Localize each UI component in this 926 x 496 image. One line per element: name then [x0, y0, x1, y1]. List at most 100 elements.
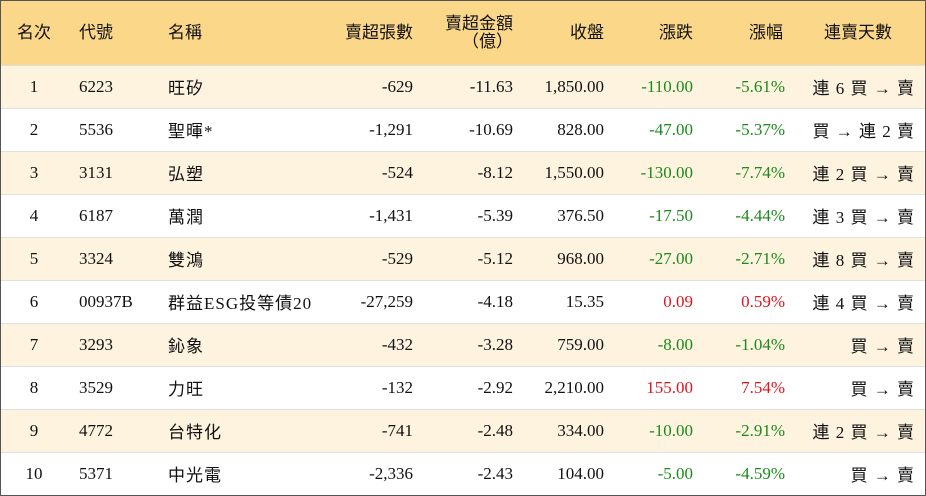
cell-sell-lots: -2,336	[325, 451, 421, 495]
header-sell-amount: 賣超金額 （億）	[421, 1, 521, 65]
cell-streak: 連 6 買 → 賣	[791, 64, 925, 108]
cell-code: 3131	[67, 150, 150, 194]
cell-name: 雙鴻	[150, 236, 325, 280]
cell-name: 群益ESG投等債20	[150, 279, 325, 323]
cell-close: 15.35	[521, 279, 612, 323]
cell-sell-lots: -629	[325, 64, 421, 108]
cell-sell-lots: -524	[325, 150, 421, 194]
table-row: 9 4772 台特化 -741 -2.48 334.00 -10.00 -2.91% 連 2 買…	[1, 408, 925, 452]
cell-sell-amount: -5.12	[421, 236, 521, 280]
table-row: 2 5536 聖暉* -1,291 -10.69 828.00 -47.00 -5.37% 買 …	[1, 107, 925, 151]
cell-change: 155.00	[612, 365, 701, 409]
table-row: 6 00937B 群益ESG投等債20 -27,259 -4.18 15.35 0.09 0.…	[1, 279, 925, 323]
cell-rank: 7	[1, 322, 67, 366]
table-row: 1 6223 旺矽 -629 -11.63 1,850.00 -110.00 -5.61% 連 …	[1, 64, 925, 108]
cell-sell-lots: -741	[325, 408, 421, 452]
cell-rank: 9	[1, 408, 67, 452]
cell-streak: 買 → 連 2 賣	[791, 107, 925, 151]
header-name: 名稱	[168, 22, 202, 42]
cell-change-pct: -5.37%	[701, 107, 791, 151]
cell-code: 6223	[67, 64, 150, 108]
cell-close: 104.00	[521, 451, 612, 495]
cell-change: 0.09	[612, 279, 701, 323]
cell-change-pct: -7.74%	[701, 150, 791, 194]
cell-close: 2,210.00	[521, 365, 612, 409]
header-sell-lots: 賣超張數	[345, 22, 413, 42]
cell-code: 00937B	[67, 279, 150, 323]
cell-name: 鈊象	[150, 322, 325, 366]
cell-sell-amount: -3.28	[421, 322, 521, 366]
cell-code: 3529	[67, 365, 150, 409]
table-row: 4 6187 萬潤 -1,431 -5.39 376.50 -17.50 -4.44% 連 3 …	[1, 193, 925, 237]
cell-rank: 1	[1, 64, 67, 108]
cell-sell-amount: -5.39	[421, 193, 521, 237]
cell-change-pct: -4.59%	[701, 451, 791, 495]
cell-change-pct: -5.61%	[701, 64, 791, 108]
header-code: 代號	[79, 22, 113, 42]
header-change: 漲跌	[659, 22, 693, 42]
cell-change: -110.00	[612, 64, 701, 108]
cell-sell-amount: -2.92	[421, 365, 521, 409]
table-row: 8 3529 力旺 -132 -2.92 2,210.00 155.00 7.54% 買 → 賣	[1, 365, 925, 409]
cell-rank: 4	[1, 193, 67, 237]
table-row: 10 5371 中光電 -2,336 -2.43 104.00 -5.00 -4.59% 買 →…	[1, 451, 925, 495]
cell-change: -5.00	[612, 451, 701, 495]
cell-change: -27.00	[612, 236, 701, 280]
cell-sell-lots: -529	[325, 236, 421, 280]
cell-close: 1,550.00	[521, 150, 612, 194]
cell-streak: 連 8 買 → 賣	[791, 236, 925, 280]
cell-code: 5536	[67, 107, 150, 151]
cell-code: 4772	[67, 408, 150, 452]
header-change-pct: 漲幅	[749, 22, 783, 42]
cell-close: 968.00	[521, 236, 612, 280]
cell-change: -17.50	[612, 193, 701, 237]
cell-rank: 8	[1, 365, 67, 409]
cell-close: 828.00	[521, 107, 612, 151]
cell-close: 759.00	[521, 322, 612, 366]
cell-streak: 連 2 買 → 賣	[791, 150, 925, 194]
cell-name: 台特化	[150, 408, 325, 452]
cell-change-pct: 7.54%	[701, 365, 791, 409]
table-body: 1 6223 旺矽 -629 -11.63 1,850.00 -110.00 -5.61% 連 …	[1, 64, 925, 495]
cell-streak: 連 3 買 → 賣	[791, 193, 925, 237]
cell-sell-lots: -1,431	[325, 193, 421, 237]
cell-name: 中光電	[150, 451, 325, 495]
header-rank: 名次	[17, 22, 51, 42]
cell-name: 力旺	[150, 365, 325, 409]
header-streak: 連賣天數	[824, 22, 892, 42]
cell-rank: 10	[1, 451, 67, 495]
cell-streak: 連 2 買 → 賣	[791, 408, 925, 452]
cell-name: 聖暉*	[150, 107, 325, 151]
cell-sell-lots: -1,291	[325, 107, 421, 151]
cell-change: -8.00	[612, 322, 701, 366]
cell-sell-amount: -2.43	[421, 451, 521, 495]
cell-sell-amount: -8.12	[421, 150, 521, 194]
cell-rank: 3	[1, 150, 67, 194]
cell-streak: 連 4 買 → 賣	[791, 279, 925, 323]
header-sell-amount-line2: （億）	[462, 31, 513, 51]
cell-change-pct: -2.71%	[701, 236, 791, 280]
cell-rank: 5	[1, 236, 67, 280]
cell-close: 334.00	[521, 408, 612, 452]
cell-change-pct: -2.91%	[701, 408, 791, 452]
cell-sell-lots: -432	[325, 322, 421, 366]
cell-close: 376.50	[521, 193, 612, 237]
cell-change-pct: -1.04%	[701, 322, 791, 366]
cell-code: 3293	[67, 322, 150, 366]
cell-sell-amount: -2.48	[421, 408, 521, 452]
cell-code: 5371	[67, 451, 150, 495]
cell-rank: 6	[1, 279, 67, 323]
table-row: 3 3131 弘塑 -524 -8.12 1,550.00 -130.00 -7.74% 連 2…	[1, 150, 925, 194]
cell-sell-lots: -132	[325, 365, 421, 409]
cell-sell-amount: -10.69	[421, 107, 521, 151]
cell-close: 1,850.00	[521, 64, 612, 108]
cell-change-pct: 0.59%	[701, 279, 791, 323]
header-row: 名次 代號 名稱 賣超張數 賣超金額 （億） 收盤 漲跌 漲幅 連賣天數	[1, 1, 925, 65]
cell-rank: 2	[1, 107, 67, 151]
cell-sell-amount: -11.63	[421, 64, 521, 108]
cell-sell-lots: -27,259	[325, 279, 421, 323]
table-row: 7 3293 鈊象 -432 -3.28 759.00 -8.00 -1.04% 買 → 賣	[1, 322, 925, 366]
cell-change: -47.00	[612, 107, 701, 151]
